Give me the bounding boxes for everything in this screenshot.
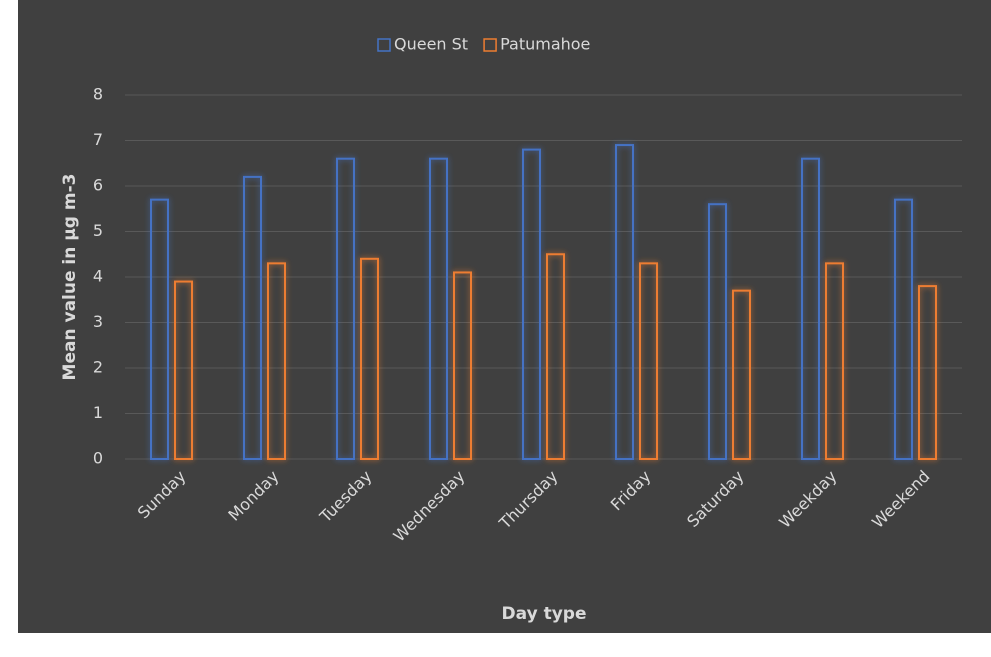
bar (267, 262, 286, 460)
y-tick-label: 6 (93, 176, 103, 195)
y-tick-label: 0 (93, 449, 103, 468)
bar (546, 253, 565, 460)
y-tick-label: 5 (93, 221, 103, 240)
y-tick-label: 3 (93, 312, 103, 331)
bar (360, 257, 379, 460)
bar (453, 271, 472, 461)
chart-background (18, 0, 991, 633)
y-tick-label: 7 (93, 130, 103, 149)
bar (429, 157, 448, 460)
legend-label: Queen St (394, 35, 468, 54)
bar (894, 198, 913, 460)
bar (918, 285, 937, 460)
bar (615, 144, 634, 461)
legend-label: Patumahoe (500, 35, 590, 54)
bar (174, 280, 193, 460)
bar (708, 203, 727, 460)
bar (243, 175, 262, 460)
bar (150, 198, 169, 460)
bar (639, 262, 658, 460)
bar (801, 157, 820, 460)
bar (732, 289, 751, 460)
bar (522, 148, 541, 460)
legend-swatch (483, 38, 497, 52)
y-tick-label: 1 (93, 403, 103, 422)
y-tick-label: 8 (93, 85, 103, 104)
y-tick-label: 2 (93, 358, 103, 377)
y-tick-label: 4 (93, 267, 103, 286)
bar (825, 262, 844, 460)
x-axis-title: Day type (502, 604, 587, 624)
y-axis-title: Mean value in µg m-3 (60, 174, 80, 381)
bar (336, 157, 355, 460)
legend-swatch (377, 38, 391, 52)
